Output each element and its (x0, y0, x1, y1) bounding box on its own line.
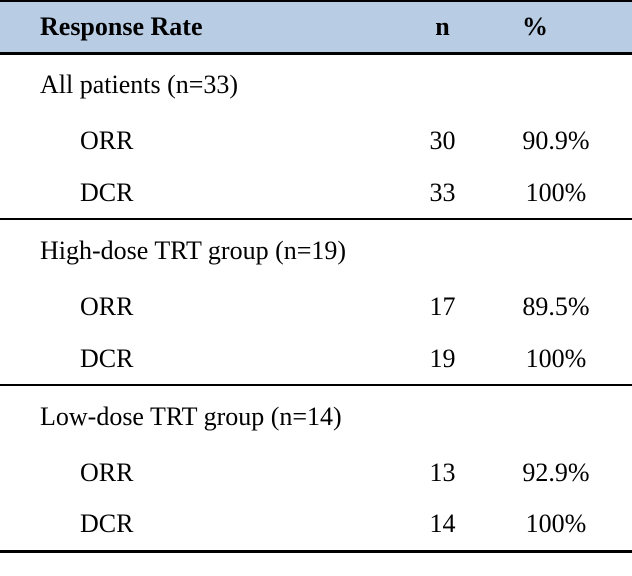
percent-cell: 100% (525, 509, 587, 539)
percent-cell: 90.9% (522, 126, 590, 155)
response-rate-table: Response Rate n % All patients (n=33) OR… (0, 1, 632, 551)
section-label-row: Low-dose TRT group (n=14) (0, 385, 632, 447)
metric-cell: ORR (80, 458, 134, 487)
n-cell: 30 (429, 126, 456, 155)
percent-cell: 89.5% (522, 292, 590, 321)
header-response-rate: Response Rate (40, 11, 203, 41)
percent-cell: 100% (525, 177, 587, 207)
percent-cell-empty (480, 53, 632, 115)
header-percent: % (522, 11, 548, 41)
n-cell-empty (405, 53, 480, 115)
section-label-row: High-dose TRT group (n=19) (0, 219, 632, 281)
section-label: High-dose TRT group (n=19) (40, 235, 347, 265)
table-row: ORR 13 92.9% (0, 447, 632, 499)
n-cell: 33 (429, 177, 456, 207)
table-row: DCR 33 100% (0, 167, 632, 219)
metric-cell: ORR (80, 292, 134, 321)
table-row: ORR 30 90.9% (0, 115, 632, 167)
n-cell-empty (405, 219, 480, 281)
header-n: n (435, 11, 450, 41)
table-header-row: Response Rate n % (0, 1, 632, 53)
n-cell: 17 (429, 292, 456, 321)
percent-cell-empty (480, 219, 632, 281)
section-label: All patients (n=33) (40, 69, 239, 99)
metric-cell: ORR (80, 126, 134, 155)
table-row: DCR 14 100% (0, 499, 632, 551)
metric-cell: DCR (80, 343, 134, 373)
section-label: Low-dose TRT group (n=14) (40, 401, 342, 431)
section-label-row: All patients (n=33) (0, 53, 632, 115)
n-cell-empty (405, 385, 480, 447)
percent-cell: 100% (525, 343, 587, 373)
percent-cell: 92.9% (522, 458, 590, 487)
metric-cell: DCR (80, 177, 134, 207)
n-cell: 19 (429, 343, 456, 373)
n-cell: 13 (429, 458, 456, 487)
metric-cell: DCR (80, 509, 134, 539)
table-row: DCR 19 100% (0, 333, 632, 385)
percent-cell-empty (480, 385, 632, 447)
n-cell: 14 (429, 509, 456, 539)
table-row: ORR 17 89.5% (0, 281, 632, 333)
